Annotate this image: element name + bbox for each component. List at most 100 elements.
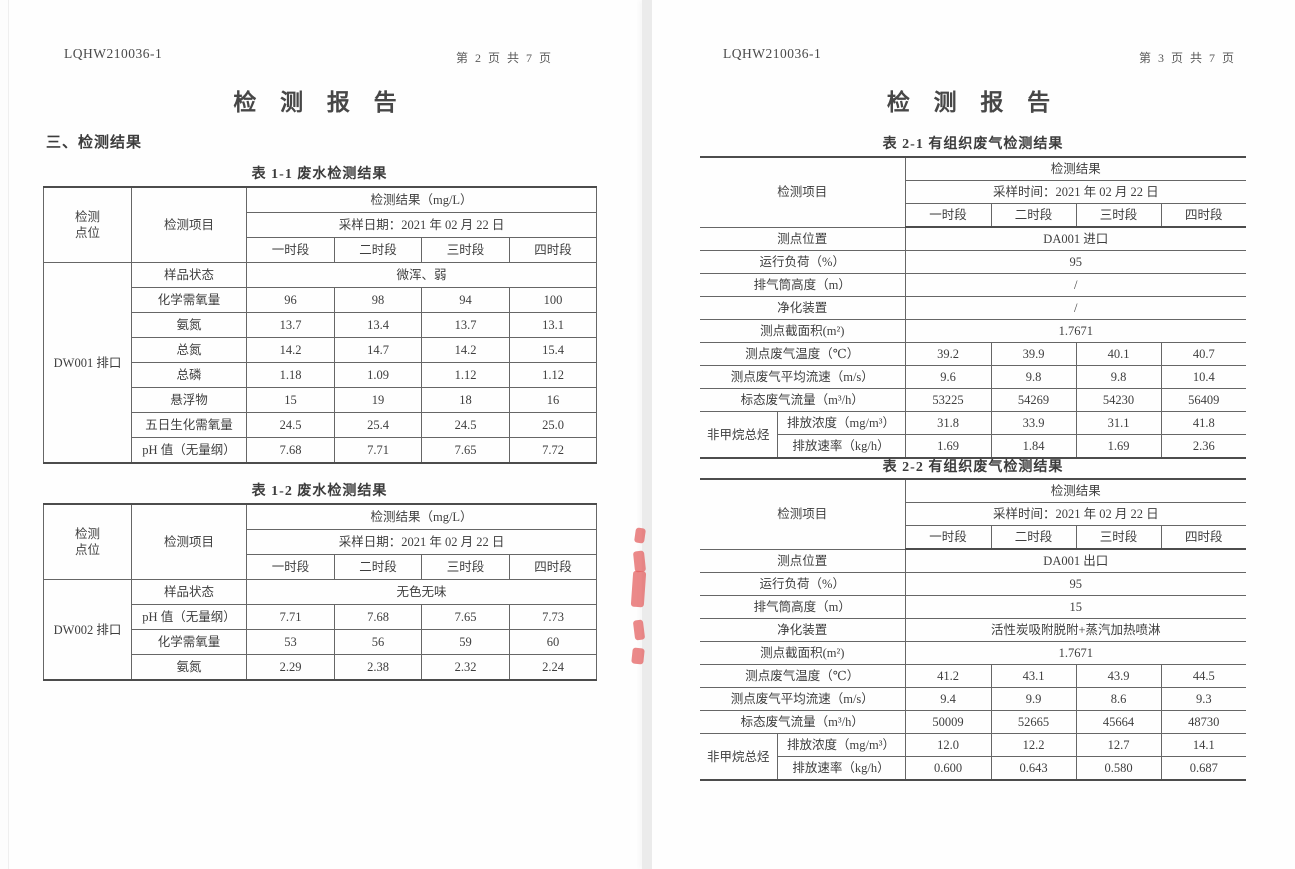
table-cell: 96 [246,287,335,313]
row-header: 排放浓度（mg/m³） [776,411,906,435]
row-header: 测点废气温度（℃） [700,664,906,688]
table-cell: 44.5 [1160,664,1247,688]
table-cell: 四时段 [1160,525,1247,550]
row-header: pH 值（无量纲） [131,437,247,464]
table-1-1-wastewater-results: 检测 点位 检测项目 检测结果（mg/L） 采样日期：2021 年 02 月 22 日… [43,186,598,464]
table-cell: 18 [421,387,510,413]
table-1-2-wastewater-results: 检测 点位 检测项目 检测结果（mg/L） 采样日期：2021 年 02 月 22 日… [43,503,598,681]
row-header: 测点废气温度（℃） [700,342,906,366]
table-cell: 一时段 [246,237,335,263]
table-cell: 0.687 [1160,756,1247,781]
table-cell: 31.8 [904,411,992,435]
table-cell: 0.643 [990,756,1077,781]
red-stamp-fragment [632,550,647,573]
table-cell: 1.7671 [904,641,1247,665]
table-cell: 四时段 [508,554,598,580]
table-cell: 13.7 [421,312,510,338]
table-caption: 表 1-1 废水检测结果 [251,167,388,182]
table-cell: 43.9 [1075,664,1162,688]
table-cell: 52665 [990,710,1077,734]
table-cell: 94 [421,287,510,313]
table-cell: 7.68 [334,604,422,630]
table-cell: 2.38 [334,654,422,681]
table-cell: 53 [246,629,335,655]
table-cell: 无色无味 [245,579,598,605]
col-header-point: 检测 点位 [43,186,132,263]
row-header: 测点截面积(m²) [700,641,906,665]
row-header-group: 非甲烷总烃 [700,411,778,459]
table-cell: 15 [904,595,1247,619]
table-cell: 一时段 [905,525,992,550]
col-header-result: 检测结果（mg/L） [245,186,598,213]
table-cell: 1.12 [508,362,598,388]
table-cell: 二时段 [334,554,422,580]
red-stamp-fragment [634,527,646,544]
table-cell: 三时段 [421,237,510,263]
table-cell: 43.1 [990,664,1077,688]
table-cell: 二时段 [990,525,1077,550]
report-number: LQHW210036-1 [64,46,163,61]
row-header: 悬浮物 [131,387,247,413]
table-cell: 二时段 [334,237,422,263]
table-cell: 7.71 [246,604,335,630]
table-cell: 24.5 [246,412,335,438]
table-cell: 24.5 [421,412,510,438]
table-cell: 一时段 [905,203,992,228]
table-cell: 54230 [1075,388,1162,412]
col-header-result: 检测结果 [904,156,1247,181]
table-cell: 1.69 [1075,434,1162,459]
table-cell: 8.6 [1075,687,1162,711]
page-gutter [642,0,652,869]
table-cell: 95 [904,572,1247,596]
table-cell: 7.73 [508,604,598,630]
row-header: 氨氮 [131,312,247,338]
row-header: 排气筒高度（m） [700,273,906,297]
page-title: 检 测 报 告 [886,90,1060,115]
table-cell: DA001 进口 [904,226,1247,251]
table-cell: 9.8 [1075,365,1162,389]
table-cell: 9.8 [990,365,1077,389]
table-cell: 2.32 [421,654,510,681]
table-cell: 14.7 [334,337,422,363]
table-cell: 56 [334,629,422,655]
col-header-point: 检测 点位 [43,503,132,580]
table-cell: / [904,273,1247,297]
table-cell: 三时段 [1075,525,1162,550]
table-cell: 2.36 [1160,434,1247,459]
row-header-point: DW001 排口 [43,262,132,464]
row-header: 五日生化需氧量 [131,412,247,438]
table-cell: 95 [904,250,1247,274]
table-cell: 四时段 [1160,203,1247,228]
section-heading: 三、检测结果 [46,135,143,151]
row-header: 总氮 [131,337,247,363]
red-stamp-fragment [630,570,647,608]
table-cell: 16 [508,387,598,413]
table-cell: 40.7 [1160,342,1247,366]
row-header: 排放浓度（mg/m³） [776,733,906,757]
table-cell: 2.24 [508,654,598,681]
row-header: 总磷 [131,362,247,388]
table-cell: 60 [508,629,598,655]
table-cell: 9.4 [904,687,992,711]
table-cell: DA001 出口 [904,548,1247,573]
table-cell: 15 [246,387,335,413]
table-cell: 41.8 [1160,411,1247,435]
col-header-item: 检测项目 [131,503,247,580]
col-header-result: 检测结果（mg/L） [245,503,598,530]
table-cell: 14.1 [1160,733,1247,757]
row-header: 化学需氧量 [131,629,247,655]
table-caption: 表 2-2 有组织废气检测结果 [882,460,1064,475]
table-cell: 1.12 [421,362,510,388]
table-cell: 98 [334,287,422,313]
table-cell: 活性炭吸附脱附+蒸汽加热喷淋 [904,618,1247,642]
table-cell: 33.9 [990,411,1077,435]
table-cell: 12.0 [904,733,992,757]
table-cell: 9.9 [990,687,1077,711]
row-header: 样品状态 [131,579,247,605]
row-header: pH 值（无量纲） [131,604,247,630]
table-cell: 39.2 [904,342,992,366]
table-cell: 微浑、弱 [245,262,598,288]
row-header: 排放速率（kg/h） [777,434,906,459]
table-cell: 50009 [904,710,992,734]
row-header: 测点截面积(m²) [700,319,906,343]
